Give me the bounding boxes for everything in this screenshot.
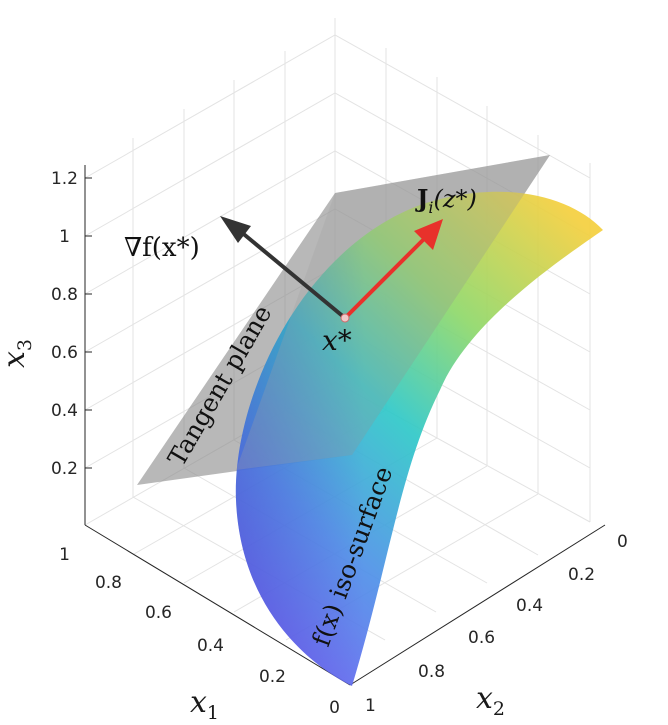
jacobian-label: Ji(z*) — [415, 184, 477, 217]
x2-axis-label: x2 — [476, 681, 505, 720]
x2-tick: 0 — [617, 532, 628, 552]
x2-tick: 0.4 — [516, 596, 543, 616]
x1-tick: 0.2 — [259, 667, 286, 687]
x3-tick: 1 — [59, 227, 70, 247]
x3-tick: 0.2 — [51, 459, 78, 479]
tangent-plane-overlay — [236, 155, 550, 470]
axis-lines — [84, 165, 606, 686]
x2-tick-labels: 0 0.2 0.4 0.6 0.8 1 — [365, 532, 628, 716]
x2-tick: 1 — [365, 696, 376, 716]
x1-tick-labels: 1 0.8 0.6 0.4 0.2 0 — [59, 545, 340, 718]
x3-tick-labels: 0.2 0.4 0.6 0.8 1 1.2 — [51, 169, 78, 479]
x1-tick: 0.8 — [95, 573, 122, 593]
x2-tick: 0.8 — [418, 662, 445, 682]
x3-axis-label: x3 — [0, 339, 36, 368]
x1-tick: 0 — [329, 698, 340, 718]
tick-marks — [85, 177, 92, 469]
point-marker — [340, 313, 350, 323]
x1-axis-label: x1 — [190, 685, 219, 724]
x2-tick: 0.6 — [468, 628, 495, 648]
gradient-arrow — [220, 216, 347, 320]
x3-tick: 0.4 — [51, 401, 78, 421]
x2-tick: 0.2 — [568, 565, 595, 585]
iso-surface — [235, 191, 604, 686]
x1-tick: 0.4 — [197, 636, 224, 656]
x1-tick: 1 — [59, 545, 70, 565]
x3-tick: 0.8 — [51, 285, 78, 305]
gradient-label: ∇f(x*) — [124, 233, 200, 263]
jacobian-arrow — [343, 219, 443, 320]
x3-tick: 0.6 — [51, 343, 78, 363]
x1-tick: 0.6 — [145, 603, 172, 623]
point-label: x* — [322, 324, 352, 357]
x3-tick: 1.2 — [51, 169, 78, 189]
